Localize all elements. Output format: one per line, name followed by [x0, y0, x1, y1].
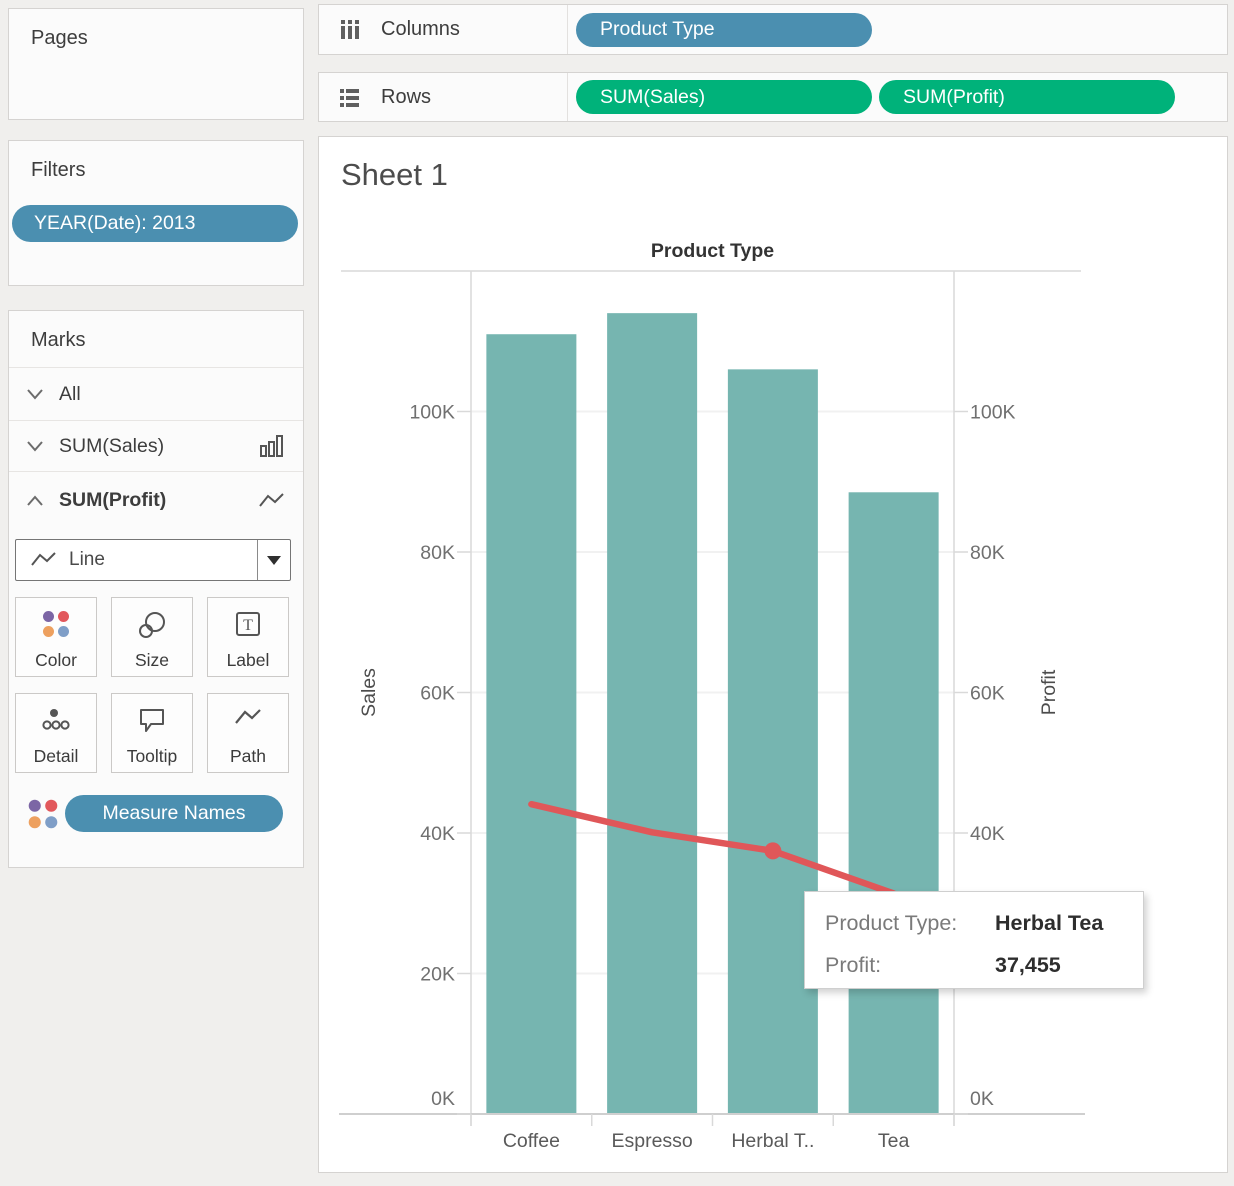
bar-mark[interactable]	[607, 313, 698, 1114]
mark-type-caret[interactable]	[257, 540, 290, 580]
pages-title: Pages	[31, 27, 88, 49]
columns-shelf-label: Columns	[381, 18, 460, 40]
tooltip-row-value: 37,455	[995, 952, 1061, 977]
path-button[interactable]: Path	[207, 693, 289, 773]
column-header: Product Type	[651, 240, 774, 262]
rows-shelf-label: Rows	[381, 85, 432, 108]
color-dots-icon	[28, 798, 59, 829]
button-label: Tooltip	[126, 746, 178, 766]
chevron-up-icon[interactable]	[25, 494, 45, 507]
filter-pill-year-date[interactable]: YEAR(Date): 2013	[12, 205, 298, 242]
y-tick-label-right: 80K	[970, 542, 1005, 564]
label-icon: T	[234, 610, 262, 643]
encoding-row-measure-names: Measure Names	[28, 795, 283, 832]
columns-shelf[interactable]: Columns Product Type	[318, 4, 1228, 55]
columns-pill-product-type[interactable]: Product Type	[576, 12, 872, 47]
marks-row-sum-profit[interactable]: SUM(Profit)	[9, 471, 303, 529]
chevron-down-icon[interactable]	[25, 388, 45, 401]
bar-mark[interactable]	[727, 369, 818, 1115]
mark-type-value: Line	[69, 549, 105, 570]
y-tick-label-left: 80K	[420, 542, 455, 564]
marks-card: Marks All SUM(Sales)	[8, 310, 304, 868]
filters-shelf[interactable]: Filters YEAR(Date): 2013	[8, 140, 304, 286]
color-dots-icon	[42, 610, 70, 638]
button-label: Label	[226, 650, 270, 670]
label-button[interactable]: T Label	[207, 597, 289, 677]
button-label: Size	[134, 650, 170, 670]
category-label: Tea	[878, 1130, 910, 1152]
bar-mark[interactable]	[486, 334, 577, 1115]
measure-names-pill[interactable]: Measure Names	[65, 795, 283, 832]
columns-icon	[336, 16, 363, 43]
chart-tooltip: Product Type: Herbal Tea Profit: 37,455	[804, 891, 1144, 989]
marks-row-label: All	[59, 382, 81, 405]
bar-mark[interactable]	[848, 492, 939, 1115]
bar-chart-icon	[259, 434, 285, 458]
shelf-separator	[567, 73, 568, 121]
svg-text:T: T	[243, 617, 253, 634]
size-button[interactable]: Size	[111, 597, 193, 677]
tooltip-row-value: Herbal Tea	[995, 911, 1104, 935]
mark-type-dropdown[interactable]: Line	[15, 539, 291, 581]
line-mark[interactable]	[528, 800, 897, 897]
category-label: Herbal T..	[731, 1130, 814, 1152]
rows-icon	[336, 84, 363, 111]
marks-row-all[interactable]: All	[9, 367, 303, 420]
y-tick-label-right: 60K	[970, 683, 1005, 705]
category-label: Espresso	[611, 1130, 692, 1152]
rows-pill-sum-profit[interactable]: SUM(Profit)	[879, 80, 1175, 114]
detail-button[interactable]: Detail	[15, 693, 97, 773]
tooltip-row-label: Profit:	[825, 952, 882, 977]
y-tick-label-right: 40K	[970, 823, 1005, 845]
filters-title: Filters	[31, 159, 86, 181]
marks-row-label: SUM(Sales)	[59, 434, 165, 457]
y-tick-label-left: 0K	[431, 1088, 455, 1110]
line-chart-icon	[30, 551, 57, 569]
detail-icon	[41, 706, 71, 739]
shelf-separator	[567, 5, 568, 54]
color-button[interactable]: Color	[15, 597, 97, 677]
line-chart-icon	[258, 492, 285, 510]
right-axis-title: Profit	[1038, 669, 1060, 715]
button-label: Path	[230, 746, 266, 766]
rows-pill-sum-sales[interactable]: SUM(Sales)	[576, 80, 872, 114]
y-tick-label-right: 100K	[970, 402, 1016, 424]
y-tick-label-left: 20K	[420, 964, 455, 986]
button-label: Detail	[33, 746, 79, 766]
pages-shelf[interactable]: Pages	[8, 8, 304, 120]
tooltip-button[interactable]: Tooltip	[111, 693, 193, 773]
y-tick-label-left: 60K	[420, 683, 455, 705]
path-icon	[233, 706, 263, 733]
size-icon	[137, 610, 167, 645]
caret-down-icon	[267, 555, 281, 565]
chart-canvas[interactable]: 0K0K20K20K40K40K60K60K80K80K100K100KCoff…	[319, 137, 1229, 1174]
y-tick-label-left: 40K	[420, 823, 455, 845]
left-axis-title: Sales	[358, 668, 380, 717]
rows-shelf[interactable]: Rows SUM(Sales) SUM(Profit)	[318, 72, 1228, 122]
marks-row-sum-sales[interactable]: SUM(Sales)	[9, 420, 303, 471]
highlighted-point-marker[interactable]	[764, 842, 782, 860]
y-tick-label-left: 100K	[409, 402, 455, 424]
chevron-down-icon[interactable]	[25, 440, 45, 453]
sheet-title: Sheet 1	[341, 157, 448, 192]
marks-title: Marks	[31, 329, 86, 351]
tooltip-row-label: Product Type:	[825, 911, 958, 935]
tooltip-icon	[137, 706, 167, 739]
button-label: Color	[35, 650, 77, 670]
marks-row-label: SUM(Profit)	[59, 489, 167, 511]
category-label: Coffee	[503, 1130, 560, 1152]
y-tick-label-right: 0K	[970, 1088, 994, 1110]
worksheet-view: Sheet 1 0K0K20K20K40K40K60K60K80K80K100K…	[318, 136, 1228, 1173]
